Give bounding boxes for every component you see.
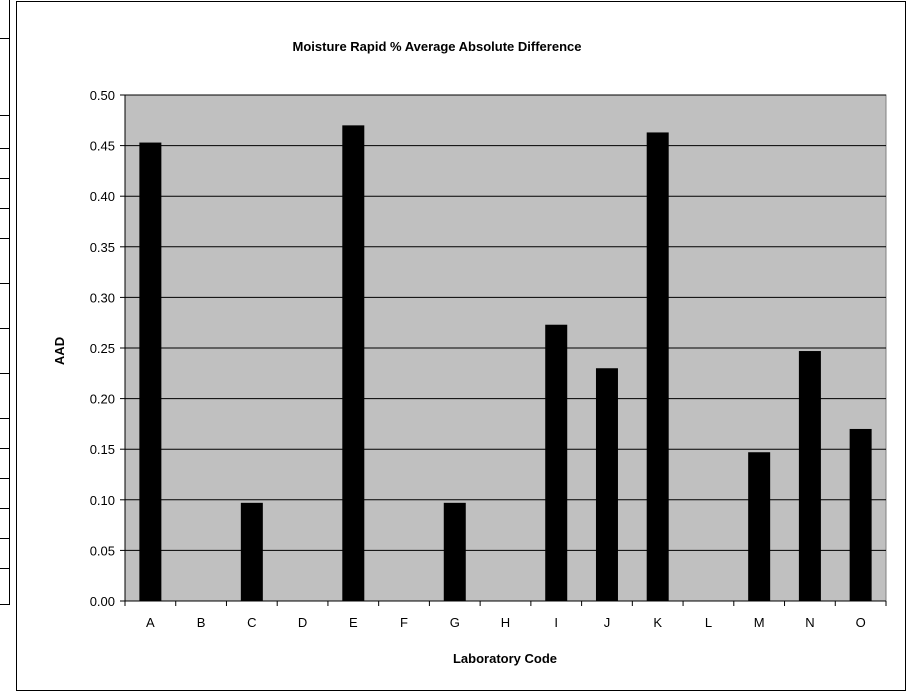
y-tick-label: 0.25	[90, 341, 115, 356]
x-tick-label: A	[146, 615, 155, 630]
side-table-vertical-line	[9, 0, 10, 605]
side-table-row-line	[0, 208, 10, 209]
y-tick-label: 0.45	[90, 139, 115, 154]
x-tick-label: E	[349, 615, 358, 630]
x-tick-label: I	[554, 615, 558, 630]
side-table-row-line	[0, 283, 10, 284]
x-tick-label: B	[197, 615, 206, 630]
bar-A	[139, 142, 162, 601]
x-tick-label: O	[856, 615, 866, 630]
chart-title: Moisture Rapid % Average Absolute Differ…	[293, 39, 582, 54]
side-table-row-line	[0, 328, 10, 329]
side-table-row-line	[0, 178, 10, 179]
y-tick-label: 0.15	[90, 442, 115, 457]
axes	[120, 94, 887, 606]
side-table-row-line	[0, 418, 10, 419]
x-tick-labels: A B C D E F G H I J K L M N O	[146, 615, 866, 630]
bars	[139, 125, 872, 602]
y-tick-label: 0.40	[90, 189, 115, 204]
bar-J	[595, 368, 618, 601]
side-table-row-line	[0, 115, 10, 116]
side-table-row-line	[0, 448, 10, 449]
side-table-row-line	[0, 38, 10, 39]
y-tick-label: 0.35	[90, 240, 115, 255]
x-axis-label: Laboratory Code	[453, 651, 557, 666]
bar-G	[443, 502, 466, 601]
side-table-row-line	[0, 604, 10, 605]
x-tick-label: N	[805, 615, 814, 630]
y-tick-labels: 0.00 0.05 0.10 0.15 0.20 0.25 0.30 0.35 0.40 0.45…	[90, 88, 115, 609]
side-table-row-line	[0, 568, 10, 569]
x-tick-label: K	[653, 615, 662, 630]
bar-O	[849, 428, 872, 601]
bar-N	[798, 351, 821, 601]
x-tick-label: C	[247, 615, 256, 630]
y-tick-label: 0.20	[90, 392, 115, 407]
y-tick-label: 0.30	[90, 290, 115, 305]
bar-I	[545, 324, 568, 601]
x-tick-label: J	[604, 615, 611, 630]
side-table-row-line	[0, 508, 10, 509]
x-tick-label: D	[298, 615, 307, 630]
x-tick-label: L	[705, 615, 712, 630]
bar-C	[240, 502, 263, 601]
x-tick-label: F	[400, 615, 408, 630]
bar-M	[748, 452, 771, 601]
side-table-row-line	[0, 373, 10, 374]
bar-K	[646, 132, 669, 601]
y-tick-label: 0.00	[90, 594, 115, 609]
x-tick-label: H	[501, 615, 510, 630]
side-table-row-line	[0, 148, 10, 149]
y-tick-label: 0.50	[90, 88, 115, 103]
gridlines	[125, 94, 886, 551]
y-tick-label: 0.05	[90, 543, 115, 558]
y-axis-label: AAD	[52, 337, 67, 365]
x-tick-label: G	[450, 615, 460, 630]
x-tick-label: M	[754, 615, 765, 630]
side-table-row-line	[0, 538, 10, 539]
y-tick-label: 0.10	[90, 493, 115, 508]
side-table-row-line	[0, 478, 10, 479]
side-table-row-line	[0, 238, 10, 239]
bar-E	[342, 125, 365, 602]
